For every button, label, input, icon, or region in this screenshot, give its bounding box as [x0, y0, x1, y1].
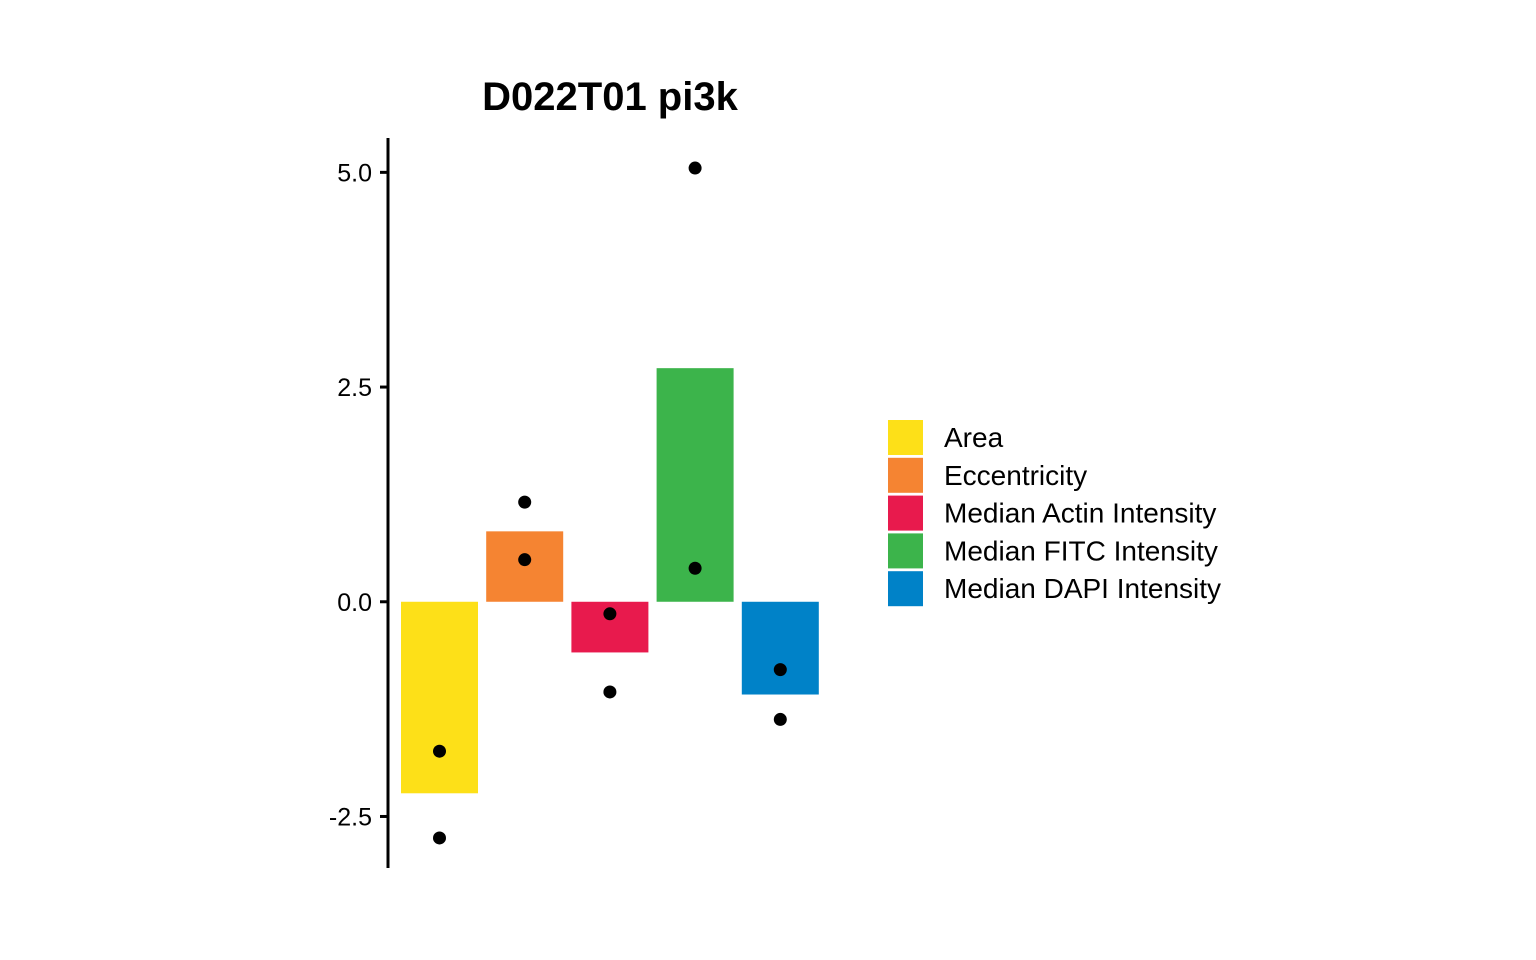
bar-area [401, 601, 478, 794]
legend: Area Eccentricity Median Actin Intensity Me… [888, 420, 1221, 607]
data-point-median-fitc-intensity [688, 161, 702, 175]
bar-median-dapi-intensity [741, 601, 819, 695]
data-point-eccentricity [518, 553, 532, 567]
data-point-area [433, 831, 446, 845]
points-layer [433, 161, 787, 845]
bar-eccentricity [486, 531, 564, 602]
legend-label-median-fitc-intensity: Median FITC Intensity [944, 535, 1218, 566]
chart-title: D022T01 pi3k [482, 75, 738, 119]
legend-swatch-median-actin-intensity [888, 495, 923, 531]
data-point-median-fitc-intensity [688, 561, 702, 575]
y-tick-label: 0.0 [337, 589, 372, 617]
legend-label-eccentricity: Eccentricity [944, 460, 1087, 491]
legend-swatch-median-dapi-intensity [888, 571, 923, 607]
data-point-median-actin-intensity [603, 685, 617, 699]
legend-label-median-actin-intensity: Median Actin Intensity [944, 498, 1216, 529]
bars-layer [401, 368, 819, 794]
data-point-median-dapi-intensity [773, 663, 787, 677]
y-tick-label: 2.5 [337, 374, 372, 402]
legend-swatch-median-fitc-intensity [888, 533, 923, 569]
data-point-median-dapi-intensity [773, 712, 787, 726]
data-point-eccentricity [518, 495, 532, 509]
y-axis-ticks: -2.5 0.0 2.5 5.0 [329, 159, 388, 831]
y-tick-label: 5.0 [337, 159, 372, 187]
legend-label-area: Area [944, 422, 1004, 453]
legend-swatch-eccentricity [888, 457, 923, 493]
data-point-median-actin-intensity [603, 607, 617, 621]
data-point-area [433, 744, 446, 758]
legend-label-median-dapi-intensity: Median DAPI Intensity [944, 573, 1221, 604]
legend-swatch-area [888, 420, 923, 455]
y-tick-label: -2.5 [329, 803, 372, 831]
